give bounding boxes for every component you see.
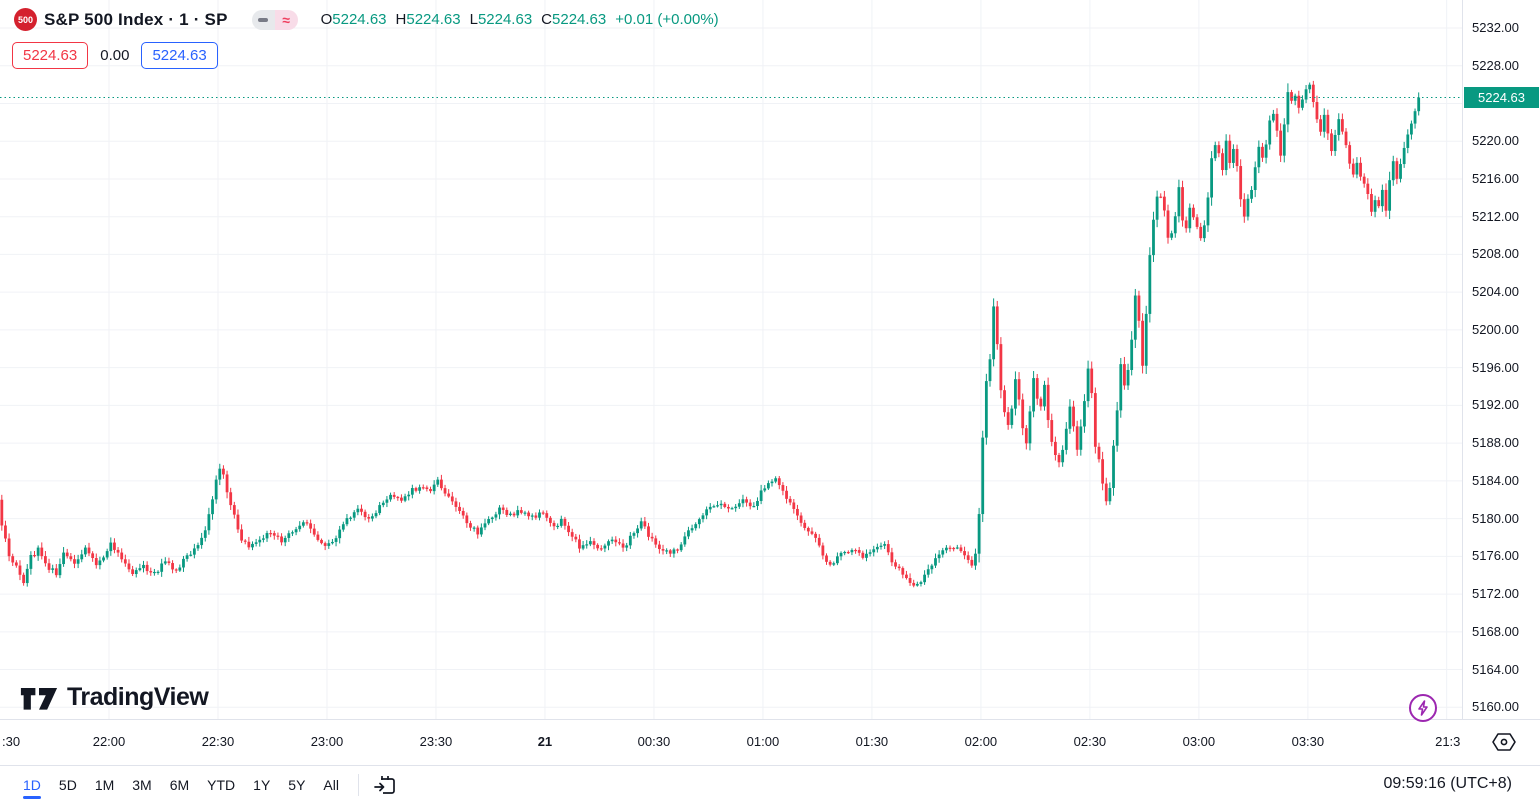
price-axis-label: 5200.00: [1472, 321, 1519, 337]
change-value: +0.01 (+0.00%): [615, 11, 719, 28]
price-axis-label: 5232.00: [1472, 20, 1519, 35]
time-axis-label: 01:30: [855, 734, 889, 749]
high-label: H: [395, 11, 407, 28]
collapse-toggle-button[interactable]: [251, 9, 275, 30]
wave-toggle-button[interactable]: ≈: [274, 9, 298, 30]
spread-value: 0.00: [100, 47, 130, 64]
low-label: L: [469, 11, 478, 28]
time-axis-label: 23:30: [419, 734, 453, 749]
current-price-badge: 5224.63: [1464, 87, 1539, 109]
close-label: C: [541, 11, 553, 28]
hexagon-eye-icon: [1492, 733, 1516, 751]
time-axis-label: 23:00: [310, 734, 344, 749]
price-axis-label: 5184.00: [1472, 472, 1519, 488]
price-axis-label: 5216.00: [1472, 170, 1519, 186]
go-to-date-calendar-icon: [374, 775, 395, 794]
approx-wave-icon: ≈: [282, 11, 290, 28]
date-range-switcher: 1D 5D 1M 3M 6M YTD 1Y 5Y All: [14, 771, 348, 799]
candlestick-chart[interactable]: [0, 0, 1462, 719]
range-button-1m[interactable]: 1M: [86, 771, 123, 799]
low-value: 5224.63: [477, 11, 533, 28]
price-axis-label: 5208.00: [1472, 246, 1519, 262]
price-axis-label: 5168.00: [1472, 623, 1519, 639]
chart-style-toggle: ≈: [251, 9, 298, 30]
range-button-ytd[interactable]: YTD: [198, 771, 244, 799]
clock-timezone[interactable]: 09:59:16 (UTC+8): [1383, 775, 1512, 792]
range-button-1d[interactable]: 1D: [14, 771, 50, 799]
buy-price-button[interactable]: 5224.63: [141, 42, 218, 69]
price-axis-label: 5212.00: [1472, 208, 1519, 224]
range-button-3m[interactable]: 3M: [123, 771, 160, 799]
price-scale-mode-button[interactable]: [1490, 730, 1518, 754]
price-axis-label: 5220.00: [1472, 133, 1519, 149]
ohlc-readout: O5224.63 H5224.63 L5224.63 C5224.63 +0.0…: [321, 11, 728, 28]
range-button-6m[interactable]: 6M: [161, 771, 198, 799]
time-axis-label: 21: [537, 734, 553, 749]
range-button-1y[interactable]: 1Y: [244, 771, 279, 799]
bottom-toolbar: 1D 5D 1M 3M 6M YTD 1Y 5Y All 09:59:16 (UTC+8): [0, 765, 1540, 803]
time-axis-label: 00:30: [637, 734, 671, 749]
time-axis-label: 02:00: [964, 734, 998, 749]
price-axis-label: 5192.00: [1472, 397, 1519, 413]
range-button-5y[interactable]: 5Y: [279, 771, 314, 799]
price-axis[interactable]: 5224.63 5232.005228.005224.005220.005216…: [1462, 0, 1540, 719]
open-label: O: [320, 11, 333, 28]
price-axis-label: 5204.00: [1472, 284, 1519, 300]
time-axis-label: 21:3: [1435, 734, 1461, 749]
tradingview-logo-icon: [20, 687, 58, 710]
price-axis-label: 5196.00: [1472, 359, 1519, 375]
price-axis-label: 5228.00: [1472, 57, 1519, 73]
time-axis-label: 02:30: [1073, 734, 1107, 749]
symbol-title[interactable]: S&P 500 Index · 1 · SP: [44, 9, 228, 29]
price-axis-label: 5160.00: [1472, 699, 1519, 715]
chart-plot-area[interactable]: [0, 0, 1462, 719]
price-axis-label: 5164.00: [1472, 661, 1519, 677]
price-axis-label: 5176.00: [1472, 548, 1519, 564]
lightning-bolt-icon: [1418, 700, 1428, 716]
tradingview-watermark-text: TradingView: [67, 682, 209, 711]
close-value: 5224.63: [552, 11, 607, 28]
time-axis-label: 03:30: [1291, 734, 1325, 749]
time-axis-label: 01:00: [746, 734, 780, 749]
minus-icon: [258, 17, 269, 22]
range-button-5d[interactable]: 5D: [50, 771, 86, 799]
time-axis-label: :30: [2, 734, 21, 749]
open-value: 5224.63: [332, 11, 387, 28]
go-to-date-button[interactable]: [371, 771, 399, 799]
sp500-logo: 500: [14, 8, 37, 31]
time-axis-label: 22:00: [92, 734, 126, 749]
instant-trading-button[interactable]: [1409, 694, 1437, 722]
time-axis-label: 03:00: [1182, 734, 1216, 749]
price-axis-label: 5180.00: [1472, 510, 1519, 526]
high-value: 5224.63: [406, 11, 461, 28]
time-axis-label: 22:30: [201, 734, 235, 749]
time-axis[interactable]: :30 22:00 22:30 23:00 23:30 21 00:30 01:00 01:30…: [0, 719, 1540, 765]
range-button-all[interactable]: All: [314, 771, 348, 799]
toolbar-divider: [357, 773, 359, 796]
tradingview-watermark[interactable]: TradingView: [20, 682, 209, 712]
price-axis-label: 5172.00: [1472, 586, 1519, 602]
sell-price-button[interactable]: 5224.63: [12, 42, 89, 69]
price-axis-label: 5188.00: [1472, 435, 1519, 451]
